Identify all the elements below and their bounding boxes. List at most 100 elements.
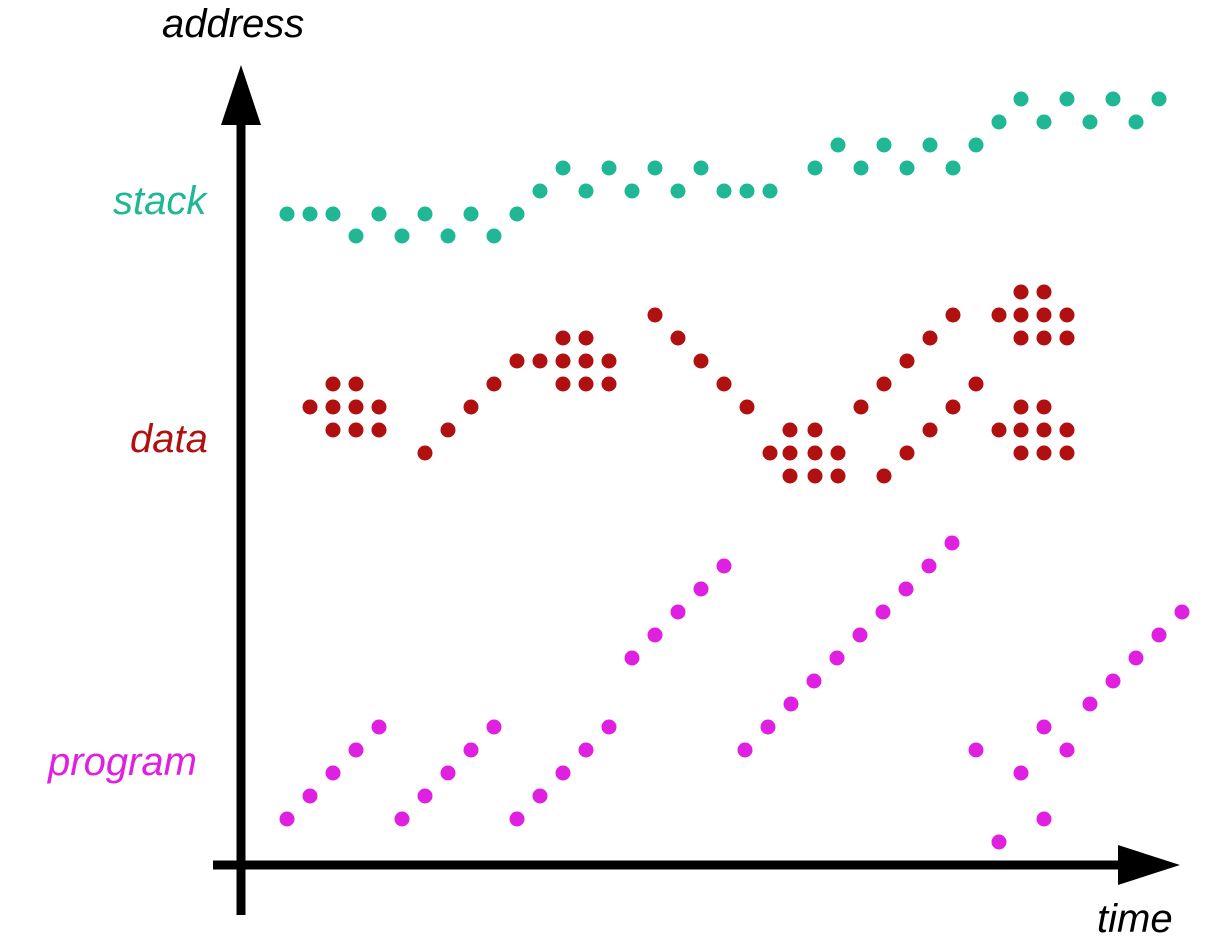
program-access-dot bbox=[578, 742, 594, 758]
program-access-dot bbox=[509, 811, 525, 827]
program-access-dot bbox=[1105, 673, 1121, 689]
data-access-dot bbox=[486, 376, 502, 392]
stack-label: stack bbox=[113, 179, 208, 223]
data-access-dot bbox=[1013, 422, 1029, 438]
data-access-dot bbox=[991, 307, 1007, 323]
stack-access-dot bbox=[325, 206, 341, 222]
stack-access-dot bbox=[302, 206, 318, 222]
program-access-dot bbox=[486, 719, 502, 735]
data-access-dot bbox=[555, 353, 571, 369]
program-access-dot bbox=[371, 719, 387, 735]
data-access-dot bbox=[1013, 307, 1029, 323]
data-access-dot bbox=[578, 330, 594, 346]
stack-access-dot bbox=[1013, 91, 1029, 107]
program-access-dot bbox=[1151, 627, 1167, 643]
program-access-dot bbox=[806, 673, 822, 689]
data-access-dot bbox=[348, 399, 364, 415]
data-access-dot bbox=[876, 468, 892, 484]
data-access-dot bbox=[716, 376, 732, 392]
stack-access-dot bbox=[348, 228, 364, 244]
address-axis-arrowhead bbox=[221, 65, 261, 125]
stack-access-dot bbox=[417, 206, 433, 222]
program-access-dot bbox=[991, 834, 1007, 850]
stack-access-dot bbox=[762, 183, 778, 199]
data-access-dot bbox=[1013, 330, 1029, 346]
data-access-dot bbox=[1013, 284, 1029, 300]
stack-access-dot bbox=[922, 137, 938, 153]
data-access-dot bbox=[693, 353, 709, 369]
program-access-dot bbox=[875, 604, 891, 620]
program-label: program bbox=[47, 740, 197, 784]
program-access-dot bbox=[325, 765, 341, 781]
data-dots bbox=[302, 284, 1075, 484]
stack-access-dot bbox=[1036, 114, 1052, 130]
data-access-dot bbox=[1059, 422, 1075, 438]
program-access-dot bbox=[302, 788, 318, 804]
data-access-dot bbox=[807, 445, 823, 461]
data-access-dot bbox=[555, 376, 571, 392]
program-access-dot bbox=[348, 742, 364, 758]
data-access-dot bbox=[807, 468, 823, 484]
program-access-dot bbox=[968, 742, 984, 758]
program-access-dot bbox=[783, 696, 799, 712]
data-access-dot bbox=[830, 445, 846, 461]
program-access-dot bbox=[1059, 742, 1075, 758]
stack-access-dot bbox=[647, 160, 663, 176]
stack-access-dot bbox=[1105, 91, 1121, 107]
program-access-dot bbox=[440, 765, 456, 781]
data-access-dot bbox=[348, 376, 364, 392]
program-access-dot bbox=[1082, 696, 1098, 712]
stack-access-dot bbox=[807, 160, 823, 176]
data-access-dot bbox=[1036, 399, 1052, 415]
stack-access-dot bbox=[509, 206, 525, 222]
data-access-dot bbox=[325, 376, 341, 392]
data-access-dot bbox=[302, 399, 318, 415]
program-access-dot bbox=[1036, 811, 1052, 827]
program-access-dot bbox=[944, 535, 960, 551]
program-access-dot bbox=[760, 719, 776, 735]
program-access-dot bbox=[647, 627, 663, 643]
program-access-dot bbox=[1174, 604, 1190, 620]
stack-access-dot bbox=[486, 228, 502, 244]
stack-access-dot bbox=[899, 160, 915, 176]
program-access-dot bbox=[1013, 765, 1029, 781]
data-access-dot bbox=[807, 422, 823, 438]
stack-access-dot bbox=[670, 183, 686, 199]
data-access-dot bbox=[1036, 284, 1052, 300]
data-access-dot bbox=[325, 422, 341, 438]
program-dots bbox=[279, 535, 1190, 850]
stack-access-dot bbox=[394, 228, 410, 244]
stack-access-dot bbox=[624, 183, 640, 199]
stack-dots bbox=[279, 91, 1167, 244]
stack-access-dot bbox=[739, 183, 755, 199]
program-access-dot bbox=[279, 811, 295, 827]
stack-access-dot bbox=[1082, 114, 1098, 130]
stack-access-dot bbox=[693, 160, 709, 176]
data-access-dot bbox=[853, 399, 869, 415]
stack-access-dot bbox=[991, 114, 1007, 130]
data-access-dot bbox=[670, 330, 686, 346]
program-access-dot bbox=[624, 650, 640, 666]
data-access-dot bbox=[782, 445, 798, 461]
program-access-dot bbox=[532, 788, 548, 804]
stack-access-dot bbox=[853, 160, 869, 176]
data-access-dot bbox=[1036, 307, 1052, 323]
data-access-dot bbox=[509, 353, 525, 369]
stack-access-dot bbox=[1151, 91, 1167, 107]
data-access-dot bbox=[1036, 445, 1052, 461]
data-access-dot bbox=[532, 353, 548, 369]
data-access-dot bbox=[899, 353, 915, 369]
data-access-dot bbox=[782, 468, 798, 484]
data-access-dot bbox=[1059, 445, 1075, 461]
data-access-dot bbox=[1059, 330, 1075, 346]
program-access-dot bbox=[852, 627, 868, 643]
program-access-dot bbox=[737, 742, 753, 758]
data-access-dot bbox=[782, 422, 798, 438]
stack-access-dot bbox=[945, 160, 961, 176]
stack-access-dot bbox=[968, 137, 984, 153]
data-access-dot bbox=[578, 353, 594, 369]
stack-access-dot bbox=[463, 206, 479, 222]
program-access-dot bbox=[417, 788, 433, 804]
data-access-dot bbox=[440, 422, 456, 438]
